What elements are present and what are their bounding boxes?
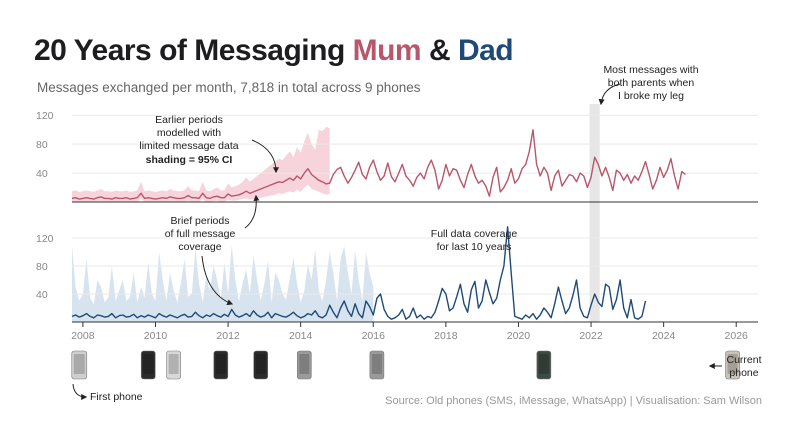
iphone-icon xyxy=(296,350,312,380)
annotation-most-3: I broke my leg xyxy=(618,90,684,102)
annotation-earlier-1: Earlier periods xyxy=(155,114,223,126)
phone-body xyxy=(213,350,229,380)
page-subtitle: Messages exchanged per month, 7,818 in t… xyxy=(37,80,421,95)
x-tick-2024: 2024 xyxy=(652,330,676,342)
arrow-most xyxy=(598,83,621,106)
phone-screen xyxy=(299,354,310,374)
annotation-most-1: Most messages with xyxy=(603,64,698,76)
annotation-earlier-2: modelled with xyxy=(157,127,221,139)
title-dad: Dad xyxy=(457,34,514,67)
highlight-column xyxy=(589,104,600,322)
y-tick-mum-120: 120 xyxy=(36,110,54,122)
title-prefix: 20 Years of Messaging xyxy=(34,34,353,67)
arrow-earlier xyxy=(251,139,279,174)
annotation-full-1: Full data coverage xyxy=(431,228,518,240)
annotation-brief-2: of full message xyxy=(165,228,236,240)
phone-body xyxy=(369,350,385,380)
x-tick-2010: 2010 xyxy=(144,330,168,342)
flip-phone-icon xyxy=(71,350,88,380)
phone-screen xyxy=(371,354,382,374)
y-tick-dad-120: 120 xyxy=(36,233,54,245)
annotation-first-phone: First phone xyxy=(90,391,143,403)
black-phone-icon xyxy=(213,350,229,380)
arrow-brief-up xyxy=(244,194,260,229)
annotation-earlier-3: limited message data xyxy=(139,140,238,152)
y-tick-mum-80: 80 xyxy=(36,139,48,151)
y-tick-dad-40: 40 xyxy=(36,289,48,301)
iphone-icon xyxy=(725,350,740,380)
phone-screen xyxy=(727,354,738,374)
title-ampersand: & xyxy=(421,34,458,67)
title-mum: Mum xyxy=(352,34,422,67)
phone-screen xyxy=(143,354,154,374)
phone-body xyxy=(296,350,312,380)
arrow-first-phone xyxy=(72,383,88,400)
phone-screen xyxy=(538,354,549,374)
series-line-dad xyxy=(71,226,647,320)
annotation-brief-3: coverage xyxy=(178,241,221,253)
series-line-mum xyxy=(71,129,686,200)
iphone-icon xyxy=(536,350,552,380)
ci-band-dad xyxy=(72,245,374,322)
y-tick-dad-80: 80 xyxy=(36,261,48,273)
x-tick-2008: 2008 xyxy=(71,330,95,342)
annotation-full-2: for last 10 years xyxy=(437,241,512,253)
white-phone-icon xyxy=(166,350,181,380)
x-tick-2016: 2016 xyxy=(362,330,386,342)
phone-screen xyxy=(73,354,85,374)
annotation-current-2: phone xyxy=(729,367,758,379)
annotation-current-1: Current xyxy=(726,354,761,366)
page-title: 20 Years of Messaging Mum & Dad xyxy=(34,34,514,68)
ci-band-mum xyxy=(72,126,330,202)
phone-screen xyxy=(168,354,179,374)
annotation-brief-1: Brief periods xyxy=(171,215,230,227)
annotation-shading: shading = 95% CI xyxy=(146,154,233,166)
phone-screen xyxy=(255,354,266,374)
phone-body xyxy=(253,350,269,380)
source-note: Source: Old phones (SMS, iMessage, Whats… xyxy=(385,395,762,407)
black-phone-icon xyxy=(140,350,156,380)
x-tick-2026: 2026 xyxy=(725,330,749,342)
phone-screen xyxy=(215,354,226,374)
phone-body xyxy=(536,350,552,380)
x-tick-2020: 2020 xyxy=(507,330,531,342)
phone-body xyxy=(71,350,88,380)
x-tick-2022: 2022 xyxy=(579,330,603,342)
x-tick-2018: 2018 xyxy=(434,330,458,342)
phone-body xyxy=(725,350,740,380)
phone-body xyxy=(166,350,181,380)
annotation-most-2: both parents when xyxy=(608,77,695,89)
phone-body xyxy=(140,350,156,380)
iphone-icon xyxy=(369,350,385,380)
x-tick-2012: 2012 xyxy=(216,330,240,342)
black-phone-icon xyxy=(253,350,269,380)
y-tick-mum-40: 40 xyxy=(36,168,48,180)
x-tick-2014: 2014 xyxy=(289,330,313,342)
arrow-brief-down xyxy=(201,255,234,306)
